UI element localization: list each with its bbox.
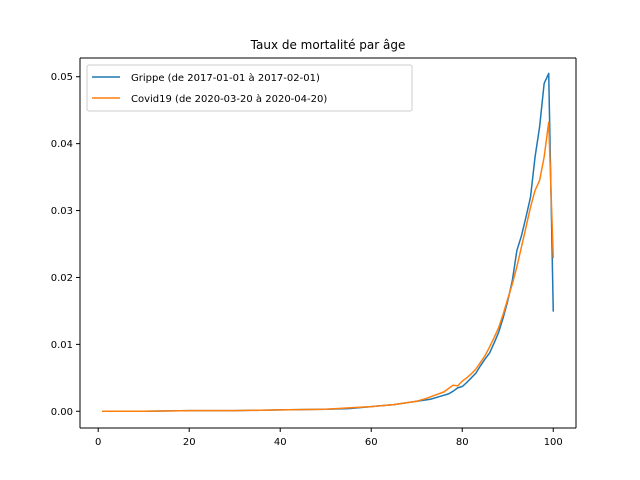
x-tick-label: 100 (544, 437, 563, 448)
chart-title: Taux de mortalité par âge (250, 38, 406, 52)
y-tick-label: 0.00 (51, 407, 73, 418)
legend-box (86, 64, 413, 112)
y-tick-label: 0.04 (51, 139, 73, 150)
x-tick-label: 60 (365, 437, 378, 448)
series-line-1 (102, 121, 555, 413)
x-tick-label: 20 (183, 437, 196, 448)
legend-label-0: Grippe (de 2017-01-01 à 2017-02-01) (131, 72, 320, 84)
axes-frame (79, 57, 577, 429)
y-tick-label: 0.05 (51, 72, 73, 83)
y-tick-label: 0.03 (51, 206, 73, 217)
plot-area (80, 58, 576, 428)
legend-label-1: Covid19 (de 2020-03-20 à 2020-04-20) (131, 93, 327, 105)
y-tick-label: 0.02 (51, 273, 73, 284)
x-tick-label: 80 (456, 437, 469, 448)
series-layer (102, 72, 555, 413)
x-tick-label: 40 (274, 437, 287, 448)
y-tick-label: 0.01 (51, 340, 73, 351)
y-axis-ticks: 0.00 0.01 0.02 0.03 0.04 0.05 (51, 72, 80, 418)
x-tick-label: 0 (95, 437, 101, 448)
legend: Grippe (de 2017-01-01 à 2017-02-01) Covid… (86, 64, 413, 112)
x-axis-ticks: 0 20 40 60 80 100 (95, 428, 563, 448)
